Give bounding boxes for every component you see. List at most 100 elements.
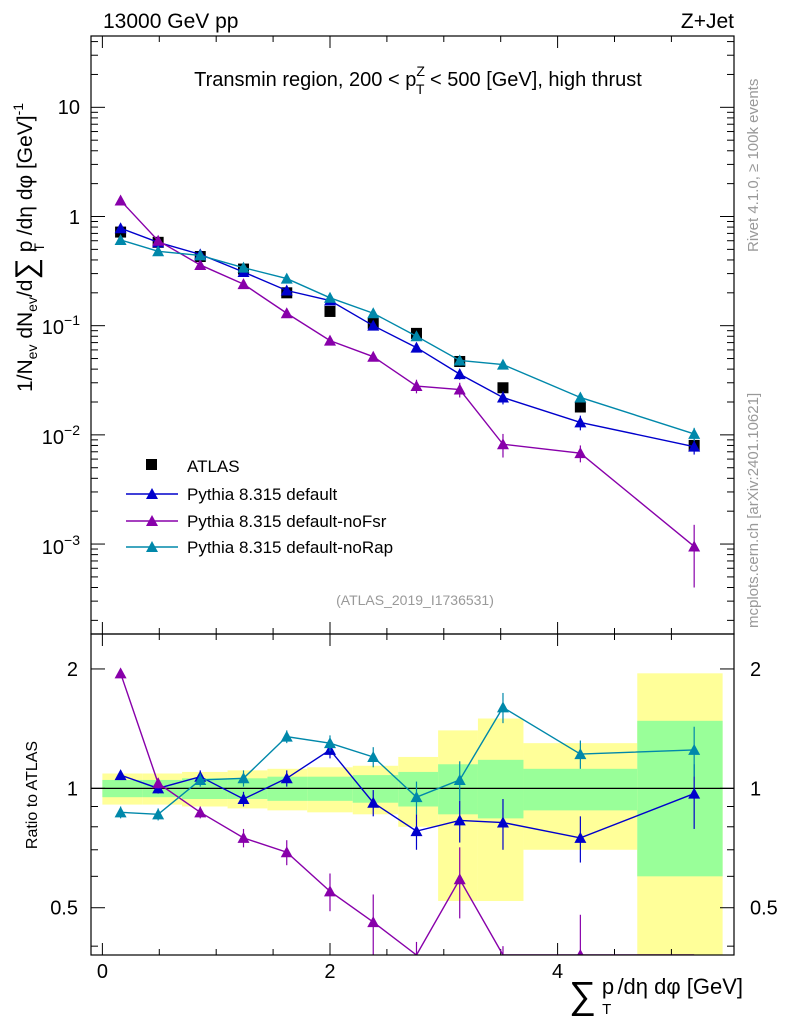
data-point: [496, 358, 509, 370]
main-plot: Transmin region, 200 < pZ T < 500 [GeV], …: [10, 35, 735, 635]
ratio-series-0: [114, 741, 701, 863]
ratio-point: [152, 777, 165, 789]
legend-label-nofsr: Pythia 8.315 default-noFsr: [187, 512, 387, 531]
ratio-point: [237, 831, 250, 843]
ratio-point: [280, 730, 293, 742]
series-3: [114, 233, 701, 441]
ratio-point: [688, 743, 701, 755]
data-point: [497, 382, 509, 394]
y-tick-label-0.01: 10−2: [42, 422, 80, 449]
series-line: [120, 227, 695, 448]
y-tick-label-1: 1: [69, 207, 80, 229]
data-point: [237, 261, 250, 273]
data-point: [237, 278, 250, 290]
ratio-y-tick-label: 1: [67, 778, 78, 800]
ratio-point: [453, 773, 466, 785]
x-tick-label: 2: [324, 961, 335, 983]
data-point: [280, 307, 293, 319]
ratio-y-tick-label: 2: [67, 659, 78, 681]
ratio-point: [280, 846, 293, 858]
data-point: [574, 391, 587, 403]
legend-marker-nofsr: [146, 515, 158, 526]
ratio-plot-layer: [91, 634, 734, 955]
data-point: [114, 194, 127, 206]
data-point: [453, 383, 466, 395]
data-point: [323, 334, 336, 346]
main-y-axis-label: 1/Nev dNev/d∑ pT /dη dφ [GeV]-1: [10, 103, 47, 392]
ratio-y-tick-label-right: 1: [750, 778, 761, 800]
legend-label-atlas: ATLAS: [187, 457, 240, 476]
data-point: [574, 416, 587, 428]
ratio-point: [688, 787, 701, 799]
ratio-point: [577, 949, 584, 955]
main-axis-ticks: [91, 36, 734, 634]
ratio-point: [574, 748, 587, 760]
x-tick-label: 0: [97, 961, 108, 983]
legend-marker-default: [146, 488, 158, 499]
yellow-band: [438, 730, 478, 901]
ratio-point: [410, 825, 423, 837]
ratio-point: [237, 793, 250, 805]
series-line: [120, 239, 695, 435]
data-point: [367, 307, 380, 319]
ratio-point: [410, 791, 423, 803]
data-point: [496, 438, 509, 450]
ratio-line: [119, 673, 695, 955]
ratio-point: [194, 773, 207, 785]
data-point: [410, 341, 423, 353]
ratio-line: [120, 706, 695, 816]
data-point: [280, 284, 293, 296]
side-label-top: Rivet 4.1.0, ≥ 100k events: [745, 79, 762, 252]
green-band: [523, 768, 638, 811]
data-point: [152, 245, 165, 257]
data-point: [367, 319, 380, 331]
ratio-y-axis-label: Ratio to ATLAS: [24, 741, 41, 849]
svg-text:1/Nev dNev/d∑ pT /dη dφ [GeV]: 1/Nev dNev/d∑ pT /dη dφ [GeV]-1: [10, 103, 47, 392]
data-point: [688, 540, 701, 552]
series-1: [114, 222, 701, 455]
data-point: [688, 427, 701, 439]
header-left: 13000 GeV pp: [103, 10, 238, 33]
data-point: [152, 234, 165, 246]
ratio-point: [237, 772, 250, 784]
data-point: [410, 380, 423, 392]
legend-label-norap: Pythia 8.315 default-noRap: [187, 538, 393, 557]
y-tick-label-10: 10: [58, 97, 80, 119]
ratio-point: [323, 885, 336, 897]
data-point: [410, 330, 423, 342]
green-band: [438, 764, 478, 815]
side-label-bottom: mcplots.cern.ch [arXiv:2401.10621]: [745, 393, 762, 628]
ratio-point: [367, 796, 380, 808]
x-axis-label: ∑ p T /dη dφ [GeV]: [569, 974, 743, 1018]
y-tick-label-0.1: 10−1: [42, 312, 80, 339]
uncertainty-bands: [102, 673, 723, 955]
ratio-point: [453, 873, 466, 885]
ratio-point: [280, 772, 293, 784]
ratio-point: [114, 667, 127, 679]
data-point: [194, 258, 207, 270]
ratio-point: [323, 737, 336, 749]
ratio-plot-frame: [90, 633, 735, 956]
data-point: [323, 291, 336, 303]
data-point: [367, 350, 380, 362]
main-plot-layer: [91, 36, 734, 634]
ratio-point: [194, 806, 207, 818]
ratio-point: [496, 816, 509, 828]
ratio-point: [152, 808, 165, 820]
ratio-plot: 0.5 0.5 1 1 2 2 0 2 4 Ratio to ATLAS ∑ p T /dη dφ …: [24, 633, 778, 1018]
ratio-point: [367, 916, 380, 928]
main-y-tick-labels: 10 1 10−1 10−2 10−3: [42, 97, 80, 559]
legend-marker-norap: [146, 541, 158, 552]
legend-marker-atlas: [146, 459, 157, 470]
main-title: Transmin region, 200 < pZ T < 500 [GeV], …: [194, 63, 642, 97]
ratio-point: [453, 814, 466, 826]
data-point: [324, 305, 336, 317]
ratio-line: [120, 748, 695, 839]
ratio-series-1: [114, 667, 695, 955]
y-tick-label-0.001: 10−3: [42, 532, 80, 559]
data-point: [496, 391, 509, 403]
data-point: [280, 272, 293, 284]
data-point: [453, 354, 466, 366]
data-point: [114, 222, 127, 234]
